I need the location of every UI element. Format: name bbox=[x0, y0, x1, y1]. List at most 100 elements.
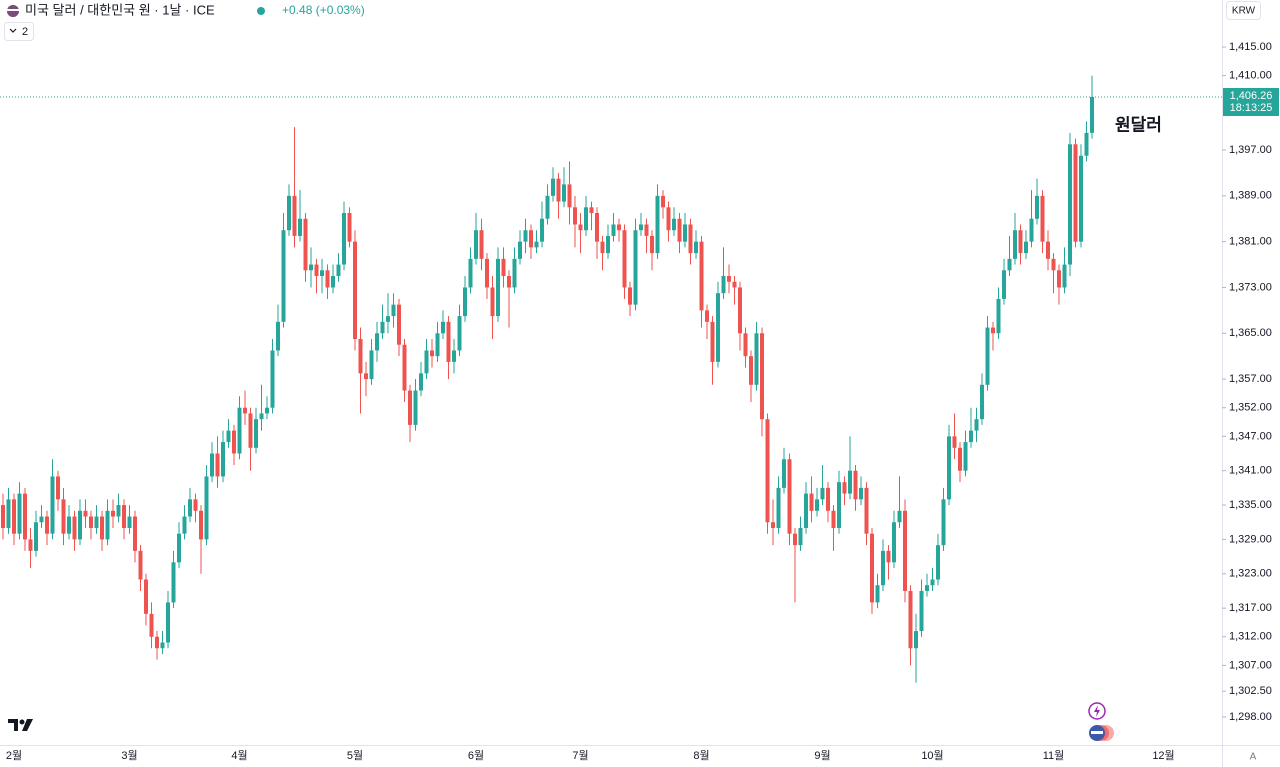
candle-body bbox=[760, 333, 764, 420]
candle-body bbox=[6, 499, 11, 528]
annotation: 원달러 bbox=[1115, 114, 1162, 134]
y-tick-label: 1,381.00 bbox=[1229, 236, 1272, 248]
candle-body bbox=[617, 224, 621, 231]
candle-body bbox=[424, 350, 429, 374]
interval-dropdown[interactable]: 2 bbox=[4, 22, 34, 41]
y-tick-label: 1,302.50 bbox=[1229, 685, 1272, 697]
x-tick-label: 12월 bbox=[1152, 749, 1174, 762]
candle-body bbox=[342, 213, 346, 265]
candle-body bbox=[606, 235, 610, 254]
x-tick-label: 10월 bbox=[921, 749, 943, 762]
candle-body bbox=[650, 235, 654, 254]
candle-body bbox=[276, 321, 280, 351]
candle-body bbox=[545, 195, 550, 219]
x-tick-label: 5월 bbox=[347, 749, 363, 762]
candle-body bbox=[369, 350, 374, 380]
candle-body bbox=[903, 510, 907, 591]
candle-body bbox=[941, 499, 946, 546]
candle-body bbox=[919, 590, 924, 632]
candle-body bbox=[562, 184, 566, 202]
candle-body bbox=[556, 178, 561, 202]
candle-body bbox=[567, 184, 572, 208]
candle-body bbox=[705, 310, 709, 322]
currency-button[interactable]: KRW bbox=[1226, 1, 1261, 20]
candle-body bbox=[67, 516, 71, 534]
price-axis: 1,415.00 1,410.00 1,397.00 1,389.00 1,381.00… bbox=[1222, 41, 1279, 723]
last-price-label: 1,406.26 bbox=[1230, 90, 1273, 102]
candle-body bbox=[793, 533, 797, 546]
candle-body bbox=[925, 585, 929, 591]
candle-body bbox=[435, 333, 440, 357]
y-tick-label: 1,397.00 bbox=[1229, 144, 1272, 156]
candle-body bbox=[127, 516, 132, 528]
candle-body bbox=[677, 218, 682, 242]
candle-body bbox=[584, 207, 588, 231]
candle-body bbox=[694, 241, 698, 254]
candle-body bbox=[1040, 195, 1045, 242]
auto-label: A bbox=[1250, 752, 1257, 763]
y-tick-label: 1,307.00 bbox=[1229, 659, 1272, 671]
candle-body bbox=[325, 270, 330, 288]
candle-body bbox=[980, 384, 984, 420]
candle-body bbox=[380, 321, 385, 334]
candle-body bbox=[611, 224, 616, 236]
candle-body bbox=[1, 505, 5, 528]
candle-body bbox=[947, 436, 951, 500]
y-tick-label: 1,415.00 bbox=[1229, 41, 1272, 53]
x-tick-label: 7월 bbox=[572, 749, 588, 762]
candle-body bbox=[1051, 258, 1056, 271]
currency-label: KRW bbox=[1232, 6, 1256, 17]
x-tick-label: 3월 bbox=[121, 749, 137, 762]
y-tick-label: 1,335.00 bbox=[1229, 499, 1272, 511]
candle-body bbox=[798, 527, 803, 546]
candle-body bbox=[397, 304, 401, 345]
candle-body bbox=[743, 333, 748, 357]
candle-body bbox=[1084, 132, 1089, 156]
candle-body bbox=[402, 344, 407, 391]
candle-body bbox=[353, 241, 357, 340]
candle-body bbox=[1046, 241, 1050, 259]
market-status-dot bbox=[257, 7, 265, 15]
candle-body bbox=[408, 390, 412, 425]
y-tick-label: 1,365.00 bbox=[1229, 327, 1272, 339]
candle-body bbox=[281, 230, 286, 322]
auto-scale-button[interactable]: A bbox=[1250, 752, 1257, 763]
candle-body bbox=[243, 407, 247, 414]
candle-body bbox=[116, 505, 121, 517]
candle-body bbox=[419, 373, 423, 391]
event-icons[interactable] bbox=[1088, 702, 1114, 741]
candle-body bbox=[644, 224, 649, 236]
candle-body bbox=[897, 510, 902, 523]
symbol-title: 미국 달러 / 대한민국 원 · 1날 · ICE bbox=[25, 2, 215, 17]
candle-body bbox=[655, 195, 660, 254]
candle-body bbox=[479, 230, 484, 259]
y-tick-label: 1,317.00 bbox=[1229, 602, 1272, 614]
candle-body bbox=[144, 579, 148, 614]
candle-body bbox=[303, 218, 308, 271]
candle-body bbox=[1024, 241, 1028, 254]
candle-body bbox=[463, 287, 467, 317]
candle-body bbox=[122, 505, 126, 528]
candle-body bbox=[386, 316, 390, 322]
candle-body bbox=[12, 499, 16, 534]
candle-body bbox=[287, 195, 291, 231]
candle-body bbox=[661, 195, 665, 208]
x-tick-label: 4월 bbox=[231, 749, 247, 762]
candle-body bbox=[446, 321, 451, 362]
candle-body bbox=[886, 550, 891, 563]
candle-body bbox=[364, 373, 368, 380]
candle-body bbox=[413, 390, 418, 425]
candle-body bbox=[45, 516, 49, 534]
candle-body bbox=[1062, 264, 1067, 288]
y-tick-label: 1,312.00 bbox=[1229, 631, 1272, 643]
y-tick-label: 1,389.00 bbox=[1229, 190, 1272, 202]
y-tick-label: 1,341.00 bbox=[1229, 465, 1272, 477]
candle-body bbox=[94, 516, 99, 528]
y-tick-label: 1,357.00 bbox=[1229, 373, 1272, 385]
candle-body bbox=[320, 270, 324, 277]
candle-body bbox=[474, 230, 478, 259]
candle-body bbox=[985, 327, 990, 385]
candle-body bbox=[512, 258, 517, 288]
candle-body bbox=[496, 258, 500, 317]
candle-body bbox=[1002, 270, 1006, 299]
